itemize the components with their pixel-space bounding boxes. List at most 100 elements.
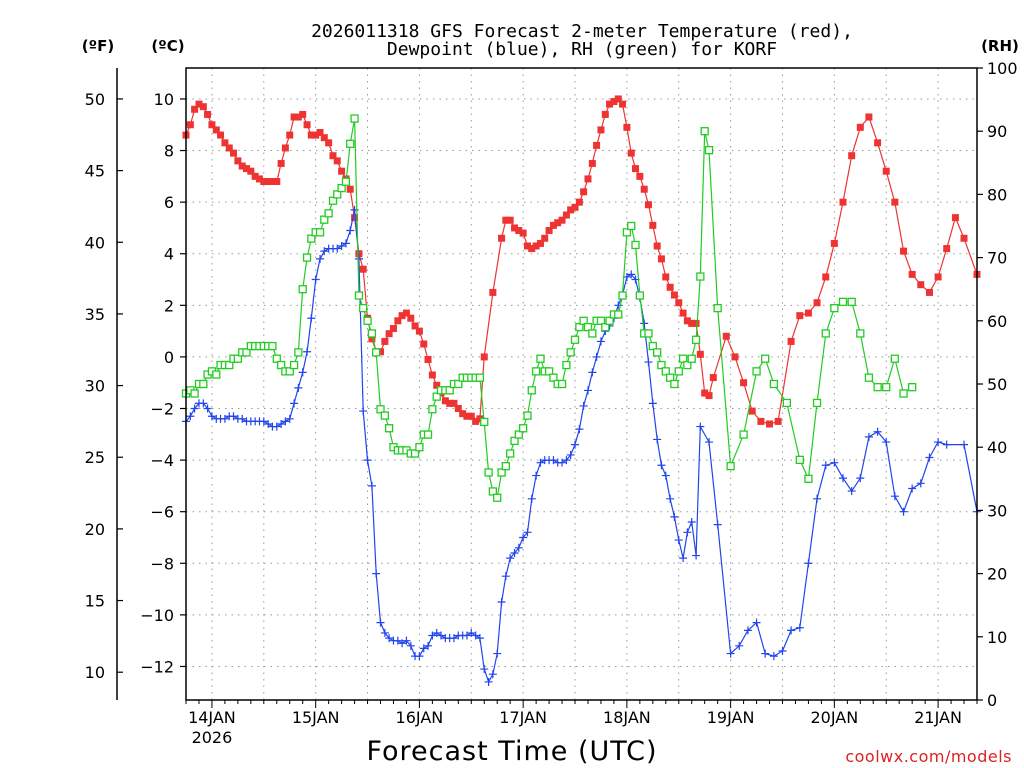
temperature-point	[221, 139, 229, 147]
dewpoint-point	[696, 422, 705, 431]
dewpoint-point	[864, 432, 873, 441]
dewpoint-point	[821, 461, 830, 470]
temperature-point	[657, 255, 665, 263]
temperature-point	[766, 420, 774, 428]
rh-point	[752, 367, 761, 376]
dewpoint-point	[787, 626, 796, 635]
rh-point	[804, 474, 813, 483]
dewpoint-point	[333, 244, 342, 253]
rh-point	[380, 411, 390, 420]
rh-point	[583, 322, 593, 332]
rh-tick-label: 80	[987, 185, 1007, 204]
temperature-point	[683, 317, 691, 325]
temperature-point	[329, 152, 337, 160]
dewpoint-point	[579, 401, 588, 410]
rh-tick-label: 90	[987, 122, 1007, 141]
series-dewpoint	[182, 205, 981, 686]
temperature-point	[748, 407, 756, 415]
dewpoint-point	[281, 417, 290, 426]
dewpoint-point	[657, 461, 666, 470]
rh-point	[795, 455, 804, 464]
dewpoint-point	[942, 440, 951, 449]
chart-title-line-1: 2026011318 GFS Forecast 2-meter Temperat…	[311, 21, 853, 42]
temperature-point	[325, 139, 333, 147]
x-tick-label: 16JAN	[396, 708, 444, 727]
temperature-point	[515, 227, 523, 235]
rh-tick-label: 60	[987, 312, 1007, 331]
credit-link[interactable]: coolwx.com/models	[845, 747, 1012, 766]
rh-point	[782, 398, 791, 408]
temperature-point	[385, 330, 393, 338]
temperature-point	[502, 216, 510, 224]
temperature-point	[796, 312, 804, 320]
dewpoint-point	[916, 479, 925, 488]
temperature-point	[601, 110, 609, 118]
rh-point	[432, 392, 441, 401]
dewpoint-point	[752, 618, 761, 627]
dewpoint-point	[506, 554, 515, 563]
rh-point	[333, 190, 342, 199]
temperature-point	[774, 417, 782, 425]
dewpoint-point	[705, 438, 714, 447]
temperature-point	[312, 131, 320, 139]
rh-point	[315, 228, 325, 237]
rh-point	[864, 373, 874, 382]
temperature-point	[238, 162, 246, 170]
rh-point	[769, 379, 779, 389]
temperature-point	[268, 178, 276, 186]
dewpoint-point	[670, 512, 679, 521]
dewpoint-point	[514, 543, 523, 552]
rh-point	[683, 360, 692, 370]
dewpoint-point	[873, 427, 882, 436]
rh-point	[454, 379, 463, 389]
rh-point	[812, 398, 822, 408]
rh-point	[687, 354, 696, 363]
dewpoint-point	[264, 419, 273, 428]
temperature-point	[640, 185, 648, 193]
dewpoint-point	[298, 368, 307, 377]
rh-point	[320, 215, 329, 224]
temperature-point	[813, 299, 821, 307]
rh-point	[328, 196, 338, 205]
celsius-tick-label: 6	[164, 193, 174, 212]
temperature-point	[333, 157, 341, 165]
rh-point	[268, 341, 277, 351]
dewpoint-point	[419, 644, 428, 653]
dewpoint-point	[372, 569, 381, 578]
dewpoint-point	[519, 533, 528, 542]
temperature-point	[636, 172, 644, 180]
rh-point	[653, 348, 662, 357]
temperature-point	[459, 410, 467, 418]
dewpoint-point	[220, 414, 229, 423]
rh-point	[882, 383, 891, 392]
celsius-tick-label: −2	[150, 400, 174, 419]
rh-point	[622, 228, 632, 237]
temperature-point	[597, 126, 605, 134]
rh-point	[372, 348, 381, 357]
dewpoint-point	[735, 641, 744, 650]
series-rh	[181, 114, 917, 502]
rh-point	[294, 348, 303, 357]
temperature-point	[688, 319, 696, 327]
x-tick-label: 21JAN	[914, 708, 962, 727]
rh-point	[199, 379, 208, 389]
celsius-tick-label: −10	[140, 606, 174, 625]
rh-point	[523, 411, 532, 420]
rh-point	[739, 430, 748, 439]
rh-point	[302, 253, 312, 262]
rh-point	[350, 114, 359, 123]
rh-point	[899, 389, 908, 398]
plot-gridlines	[186, 68, 977, 700]
dewpoint-point	[847, 487, 856, 496]
dewpoint-point	[856, 474, 865, 483]
temperature-point	[701, 389, 709, 397]
dewpoint-point	[679, 554, 688, 563]
temperature-point	[675, 299, 683, 307]
dewpoint-point	[341, 239, 350, 248]
temperature-point	[242, 165, 250, 173]
rh-point	[428, 405, 437, 414]
dewpoint-point	[238, 414, 247, 423]
temperature-point	[217, 131, 225, 139]
dewpoint-point	[385, 634, 394, 643]
